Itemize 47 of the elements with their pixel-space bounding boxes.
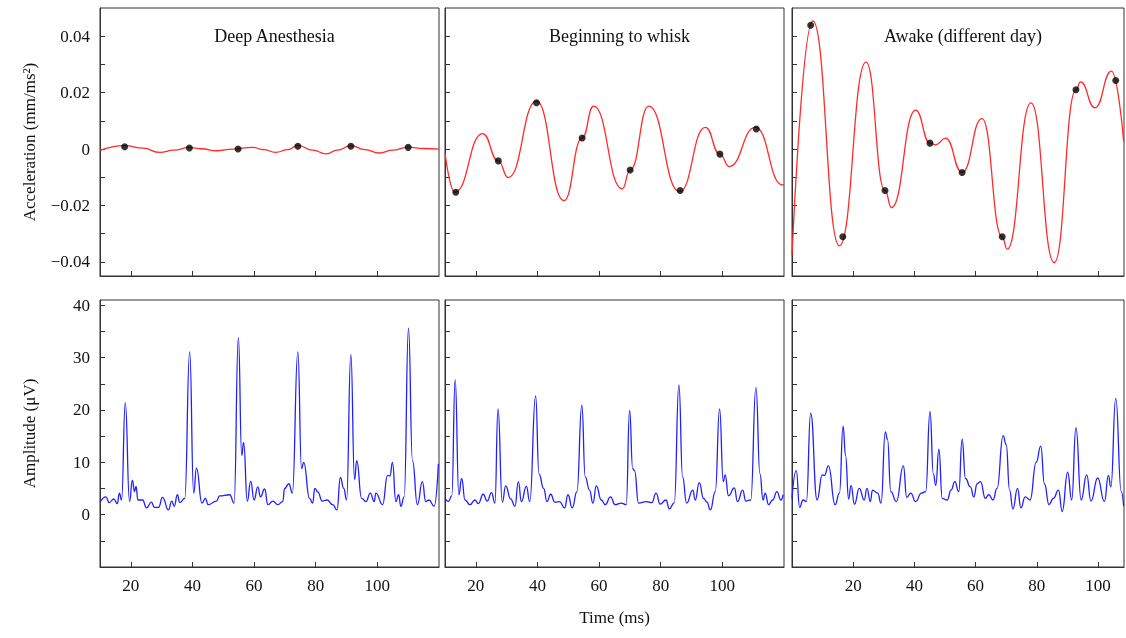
y-tick-label: 0 xyxy=(81,505,90,525)
point xyxy=(839,233,847,241)
x-tick-label: 100 xyxy=(1085,576,1111,595)
text: Awake (different day) xyxy=(884,26,1042,47)
point xyxy=(676,187,684,195)
y-tick-label: 0.02 xyxy=(60,83,90,103)
point xyxy=(958,168,966,176)
x-tick-label: 60 xyxy=(590,576,608,595)
x-tick-label: 20 xyxy=(467,576,485,595)
x-tick-label: 40 xyxy=(183,576,201,595)
x-tick-label: 60 xyxy=(245,576,263,595)
y-tick-label: −0.02 xyxy=(50,195,90,215)
y-axis-title: Amplitude (μV) xyxy=(20,378,39,489)
x-tick-label: 40 xyxy=(528,576,546,595)
point xyxy=(626,166,634,174)
point xyxy=(494,157,502,165)
y-tick-label: 0.04 xyxy=(60,26,91,46)
x-axis-title: Time (ms) xyxy=(579,608,650,627)
x-tick-label: 100 xyxy=(364,576,391,595)
y-tick-label: −0.04 xyxy=(50,252,91,272)
point xyxy=(452,188,460,196)
x-tick-label: 100 xyxy=(709,576,736,595)
point xyxy=(716,150,724,158)
y-tick-label: 10 xyxy=(73,452,90,472)
point xyxy=(807,21,815,29)
x-tick-label: 80 xyxy=(1028,576,1046,595)
point xyxy=(1112,77,1120,84)
x-tick-label: 20 xyxy=(122,576,140,595)
x-tick-label: 60 xyxy=(967,576,985,595)
y-tick-label: 30 xyxy=(73,348,90,368)
x-tick-label: 80 xyxy=(652,576,670,595)
x-tick-label: 80 xyxy=(307,576,325,595)
text: Beginning to whisk xyxy=(548,26,691,46)
point xyxy=(533,99,541,107)
line-series xyxy=(99,144,440,155)
point xyxy=(998,233,1006,241)
point xyxy=(881,187,889,195)
point xyxy=(752,125,760,133)
y-axis-title: Acceleration (mm/ms²) xyxy=(20,62,39,222)
x-tick-label: 20 xyxy=(844,576,862,595)
y-tick-label: 40 xyxy=(73,295,90,315)
text: Deep Anesthesia xyxy=(214,26,335,46)
point xyxy=(1072,86,1080,94)
y-tick-label: 20 xyxy=(73,400,90,420)
y-tick-label: 0 xyxy=(81,139,90,159)
line-series xyxy=(99,327,440,511)
x-tick-label: 40 xyxy=(905,576,923,595)
